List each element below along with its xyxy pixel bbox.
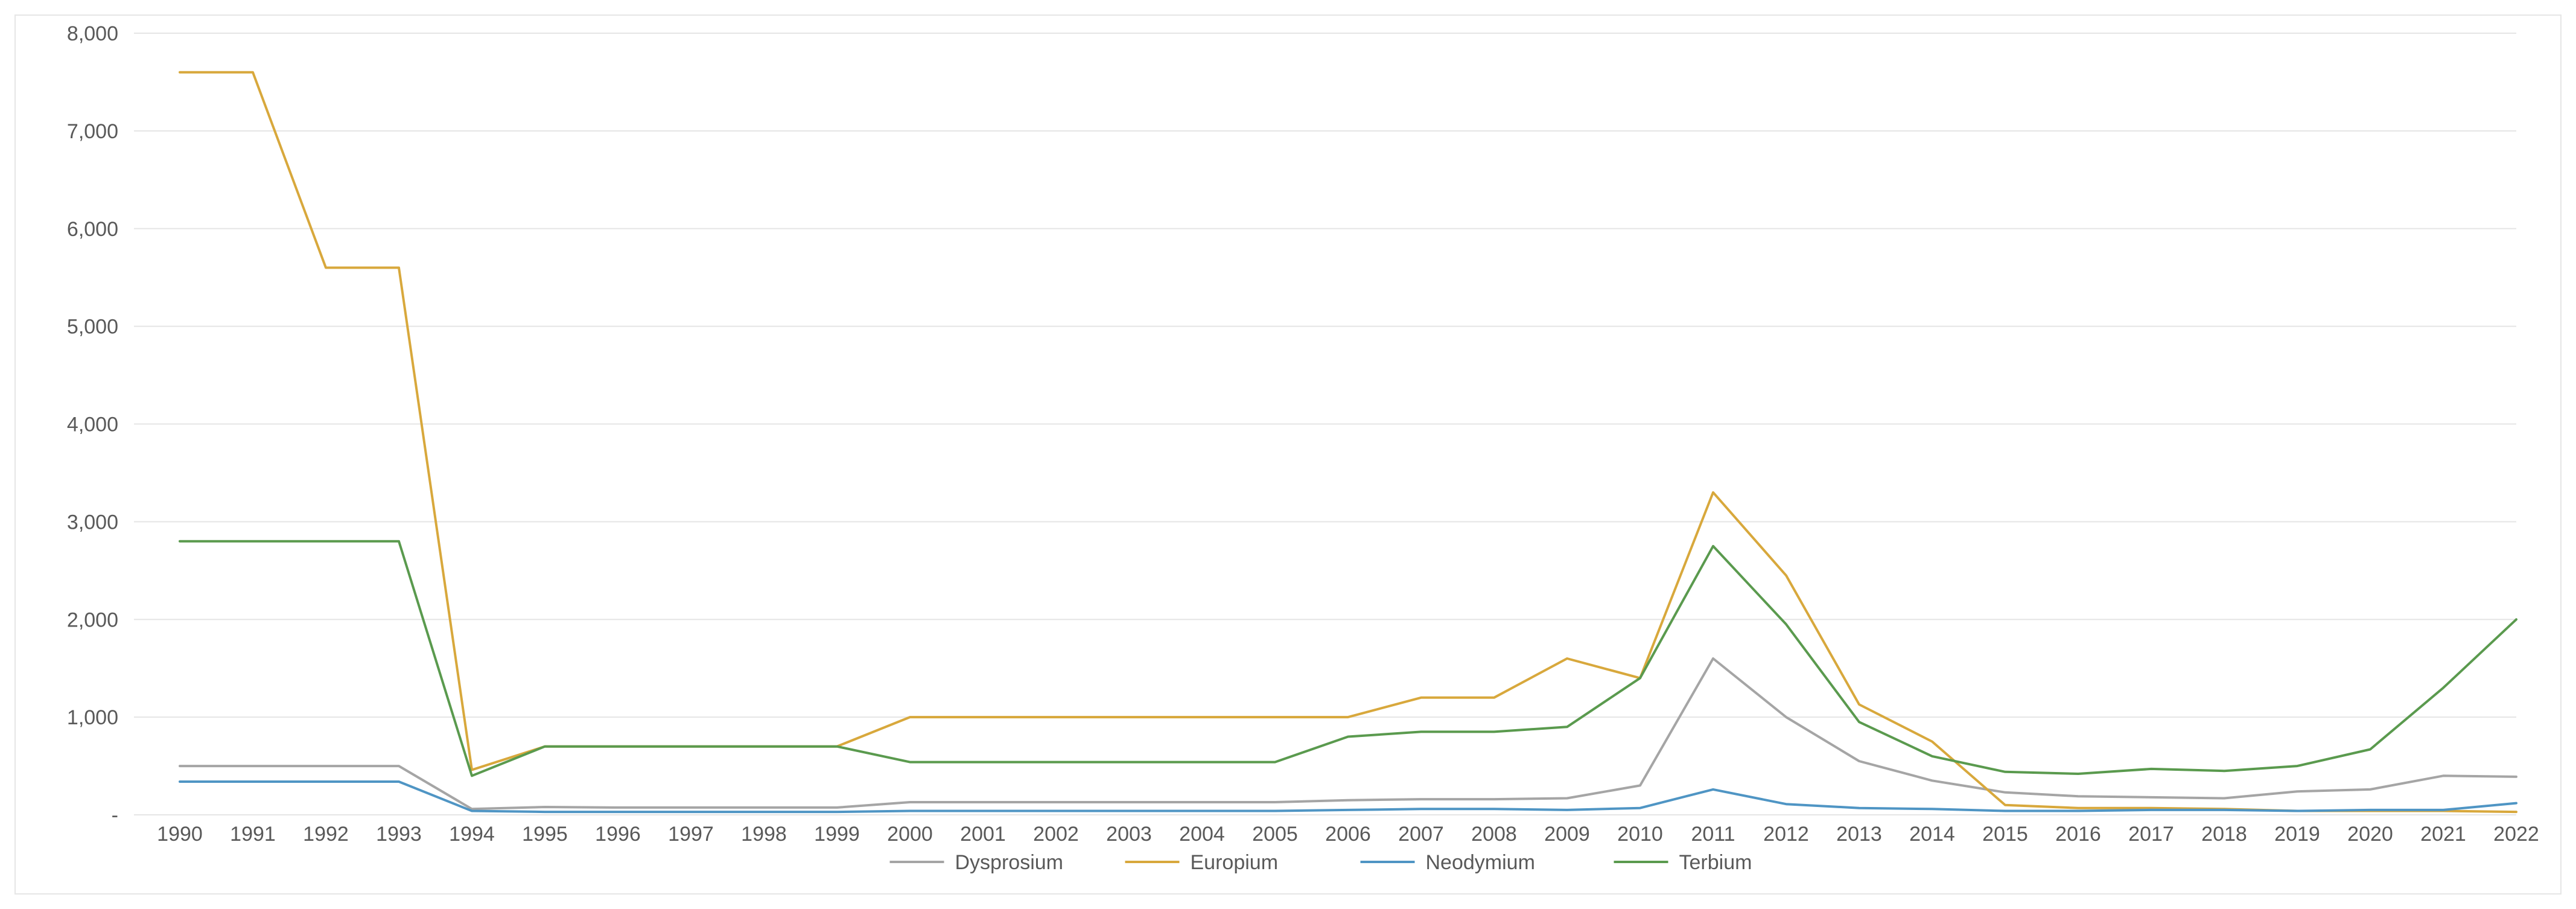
x-tick-label: 1999 [814, 823, 860, 846]
y-axis-ticks: - 1,000 2,000 3,000 4,000 5,000 6,000 7,000 8,00… [67, 22, 118, 827]
y-tick-label: 6,000 [67, 218, 118, 241]
y-tick-label: 5,000 [67, 316, 118, 339]
legend-label: Neodymium [1426, 851, 1535, 874]
x-tick-label: 2004 [1179, 823, 1225, 846]
legend-item-dysprosium: Dysprosium [889, 851, 1063, 874]
series-line-dysprosium [179, 657, 2517, 811]
series-line-europium [179, 71, 2517, 814]
x-tick-label: 2018 [2201, 823, 2247, 846]
series-line-neodymium [179, 780, 2517, 814]
x-tick-label: 2001 [960, 823, 1006, 846]
x-tick-label: 2017 [2128, 823, 2174, 846]
x-tick-label: 1995 [522, 823, 568, 846]
x-tick-label: 2013 [1836, 823, 1882, 846]
x-tick-label: 2008 [1471, 823, 1517, 846]
y-tick-label: 3,000 [67, 511, 118, 534]
x-tick-label: 1991 [230, 823, 276, 846]
series-lines [179, 71, 2517, 814]
x-tick-label: 2007 [1398, 823, 1444, 846]
legend-item-neodymium: Neodymium [1360, 851, 1535, 874]
legend-item-terbium: Terbium [1614, 851, 1752, 874]
x-axis-ticks: 1990 1991 1992 1993 1994 1995 1996 1997 1998 1999… [157, 823, 2539, 846]
x-tick-label: 1998 [741, 823, 787, 846]
x-tick-label: 2006 [1325, 823, 1371, 846]
x-tick-label: 2011 [1691, 823, 1735, 846]
x-tick-label: 2002 [1033, 823, 1079, 846]
y-tick-label: 8,000 [67, 22, 118, 45]
legend: Dysprosium Europium Neodymium Terbium [889, 851, 1752, 874]
chart-frame [14, 14, 2562, 895]
x-tick-label: 1992 [303, 823, 349, 846]
x-tick-label: 2020 [2347, 823, 2393, 846]
y-tick-label: 1,000 [67, 706, 118, 729]
x-tick-label: 1990 [157, 823, 203, 846]
legend-label: Dysprosium [955, 851, 1063, 874]
x-tick-label: 2000 [887, 823, 933, 846]
x-tick-label: 2003 [1106, 823, 1152, 846]
y-tick-label: 4,000 [67, 413, 118, 436]
legend-item-europium: Europium [1125, 851, 1279, 874]
x-tick-label: 2019 [2274, 823, 2320, 846]
gridlines [134, 33, 2516, 815]
x-tick-label: 1993 [376, 823, 422, 846]
x-tick-label: 2022 [2493, 823, 2539, 846]
x-tick-label: 2016 [2055, 823, 2101, 846]
x-tick-label: 2005 [1252, 823, 1298, 846]
x-tick-label: 1994 [449, 823, 495, 846]
x-tick-label: 2012 [1763, 823, 1809, 846]
legend-label: Europium [1191, 851, 1279, 874]
x-tick-label: 2009 [1544, 823, 1590, 846]
x-tick-label: 2021 [2420, 823, 2466, 846]
x-tick-label: 2014 [1909, 823, 1955, 846]
x-tick-label: 2010 [1617, 823, 1663, 846]
y-tick-label: 2,000 [67, 608, 118, 631]
y-tick-label: 7,000 [67, 120, 118, 143]
x-tick-label: 1996 [595, 823, 641, 846]
legend-label: Terbium [1679, 851, 1752, 874]
x-tick-label: 2015 [1982, 823, 2028, 846]
series-line-terbium [179, 540, 2517, 777]
x-tick-label: 1997 [668, 823, 714, 846]
y-tick-label: - [112, 804, 118, 827]
